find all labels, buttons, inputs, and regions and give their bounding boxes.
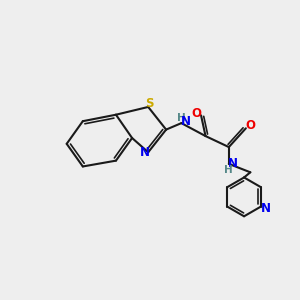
Text: H: H	[177, 113, 186, 123]
Text: N: N	[181, 115, 191, 128]
Text: O: O	[192, 107, 202, 120]
Text: N: N	[261, 202, 271, 214]
Text: H: H	[224, 165, 233, 175]
Text: O: O	[245, 119, 255, 132]
Text: N: N	[140, 146, 150, 159]
Text: S: S	[146, 98, 154, 110]
Text: N: N	[228, 157, 238, 170]
